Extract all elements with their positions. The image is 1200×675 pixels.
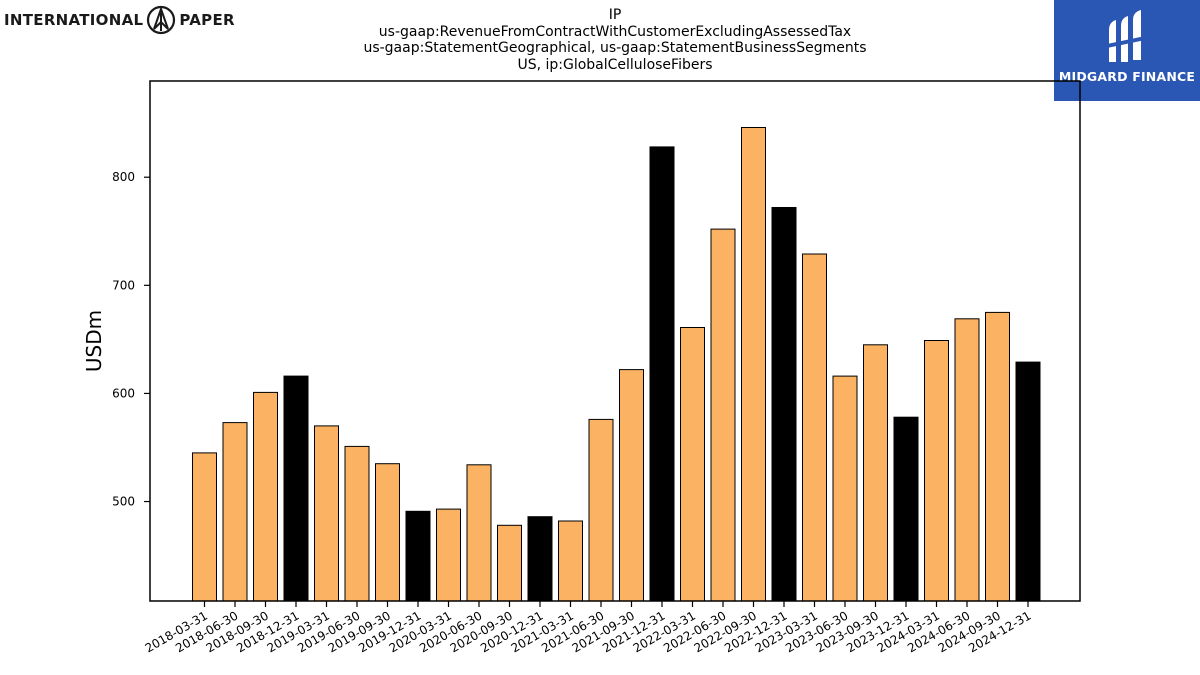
ip-emblem-icon (147, 5, 176, 35)
y-tick-label: 600 (112, 386, 135, 400)
bar-2024-06-30 (954, 318, 980, 602)
title-line: IP (608, 7, 622, 23)
bar-2022-09-30 (741, 127, 766, 602)
bar-2020-12-31 (527, 516, 553, 602)
bar-2023-12-31 (893, 416, 919, 602)
y-tick-label: 800 (112, 170, 135, 184)
bar-2018-03-31 (192, 452, 217, 602)
bar-2020-03-31 (436, 508, 461, 602)
bar-2022-06-30 (710, 228, 736, 602)
bar-2022-03-31 (680, 327, 705, 602)
bar-2023-06-30 (832, 375, 858, 602)
bar-2021-03-31 (558, 520, 583, 602)
bar-2021-06-30 (588, 418, 614, 602)
bar-2022-12-31 (771, 207, 797, 602)
bar-2021-09-30 (619, 369, 644, 602)
bar-2018-06-30 (222, 422, 248, 602)
title-line: us-gaap:StatementGeographical, us-gaap:S… (363, 40, 867, 56)
y-tick-label: 500 (112, 495, 135, 509)
bar-2023-09-30 (863, 344, 888, 602)
plot-frame (149, 80, 1081, 602)
title-line: US, ip:GlobalCelluloseFibers (517, 56, 713, 73)
midgard-finance-logo: MIDGARD FINANCE (1054, 0, 1200, 101)
y-tick-label: 700 (112, 278, 135, 292)
title-line: us-gaap:RevenueFromContractWithCustomerE… (378, 23, 852, 40)
midgard-emblem-icon (1107, 10, 1145, 62)
bar-2019-09-30 (375, 463, 400, 602)
chart-title: IP us-gaap:RevenueFromContractWithCustom… (290, 7, 940, 73)
bar-2019-06-30 (344, 445, 370, 602)
international-paper-logo: INTERNATIONAL PAPER (4, 4, 235, 36)
bar-2018-12-31 (283, 375, 309, 602)
ip-logo-text-right: PAPER (179, 11, 235, 29)
bar-2020-06-30 (466, 464, 492, 602)
bar-2024-09-30 (985, 311, 1010, 602)
bar-2024-03-31 (924, 340, 949, 602)
midgard-logo-text: MIDGARD FINANCE (1058, 69, 1196, 84)
bar-2024-12-31 (1015, 361, 1041, 602)
ip-logo-text-left: INTERNATIONAL (4, 11, 144, 29)
bar-2019-12-31 (405, 510, 431, 602)
bar-2018-09-30 (253, 391, 278, 602)
bar-2019-03-31 (314, 425, 339, 602)
bar-2023-03-31 (802, 253, 827, 602)
y-axis-label: USDm (82, 310, 106, 372)
bar-2021-12-31 (649, 146, 675, 602)
bar-2020-09-30 (497, 524, 522, 602)
